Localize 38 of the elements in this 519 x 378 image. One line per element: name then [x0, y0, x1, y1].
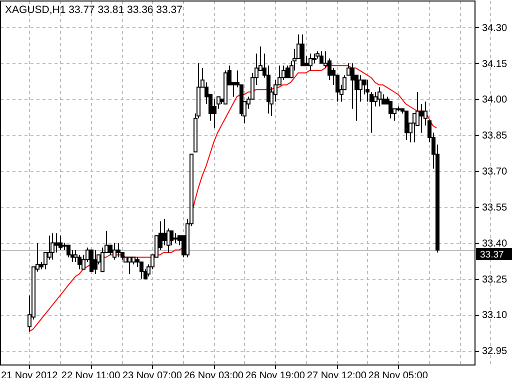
- candlestick: [108, 244, 112, 256]
- candlestick: [100, 247, 104, 272]
- y-tick-label: 33.40: [482, 238, 508, 250]
- candlestick: [128, 256, 132, 274]
- candlestick: [112, 242, 116, 260]
- candlestick: [54, 232, 58, 253]
- candlestick: [388, 101, 392, 119]
- chart-title: XAGUSD,H1 33.77 33.81 33.36 33.37: [5, 4, 183, 16]
- candlestick: [174, 232, 178, 244]
- ref-line-label: 33.37: [480, 249, 504, 260]
- y-tick-label: 34.15: [482, 58, 508, 70]
- candlestick: [358, 74, 362, 102]
- candlestick: [170, 230, 174, 246]
- y-tick-label: 33.70: [482, 166, 508, 178]
- candlestick: [66, 244, 70, 258]
- candlestick: [162, 218, 166, 246]
- candlestick: [350, 62, 354, 110]
- candlestick: [94, 250, 98, 274]
- candlestick: [300, 34, 304, 66]
- y-tick-label: 33.85: [482, 130, 508, 142]
- candlestick: [58, 235, 62, 251]
- y-tick-label: 34.30: [482, 22, 508, 34]
- candlestick: [116, 242, 120, 258]
- y-tick-label: 34.00: [482, 94, 508, 106]
- y-tick-label: 32.95: [482, 346, 508, 358]
- candlestick: [320, 50, 324, 64]
- candlestick: [308, 53, 312, 71]
- y-tick-label: 33.25: [482, 274, 508, 286]
- candlestick: [420, 103, 424, 134]
- candlestick: [90, 250, 94, 272]
- candlestick: [286, 65, 290, 78]
- y-tick-label: 33.10: [482, 310, 508, 322]
- candlestick: [378, 86, 382, 107]
- candlestick: [404, 110, 408, 140]
- candlestick: [312, 53, 316, 64]
- candlestick: [50, 232, 54, 260]
- y-tick-label: 33.55: [482, 202, 508, 214]
- candlestick: [78, 254, 82, 270]
